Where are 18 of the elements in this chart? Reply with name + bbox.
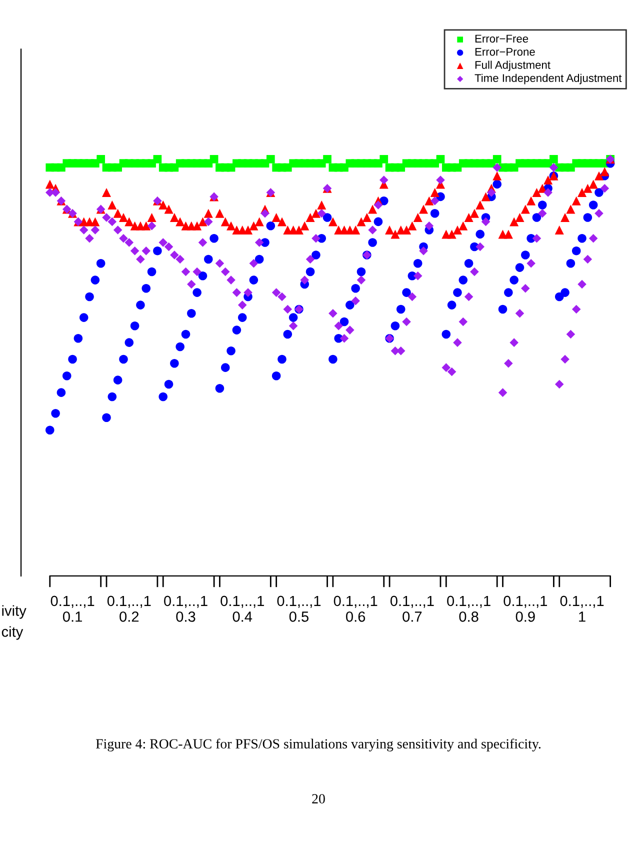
legend-label: Error−Prone: [475, 48, 535, 56]
legend-label: Full Adjustment: [475, 60, 550, 72]
x-tick-label: 0.1,..,1 0.8: [447, 596, 490, 622]
text: 20: [312, 794, 325, 804]
x-tick-label: 0.1,..,1 1: [560, 596, 604, 622]
text: ivity: [2, 605, 26, 619]
legend-label: Time Independent Adjustment: [474, 74, 622, 84]
caption: Figure 4: ROC-AUC for PFS/OS simulations varying sensitivity and specificity.: [96, 738, 541, 752]
x-tick-label: 0.1,..,1 0.6: [334, 596, 378, 622]
x-tick-label: 0.1,..,1 0.1: [50, 596, 94, 622]
legend-label: Error−Free: [475, 34, 528, 43]
x-tick-label: 0.1,..,1 0.3: [164, 596, 208, 622]
x-tick-label: 0.1,..,1 0.2: [107, 596, 151, 622]
x-tick-label: 0.1,..,1 0.7: [390, 596, 434, 622]
x-tick-label: 0.1,..,1 0.9: [504, 596, 547, 622]
x-tick-label: 0.1,..,1 0.4: [220, 596, 264, 622]
x-tick-label: 0.1,..,1 0.5: [277, 596, 321, 622]
text: city: [2, 626, 24, 640]
